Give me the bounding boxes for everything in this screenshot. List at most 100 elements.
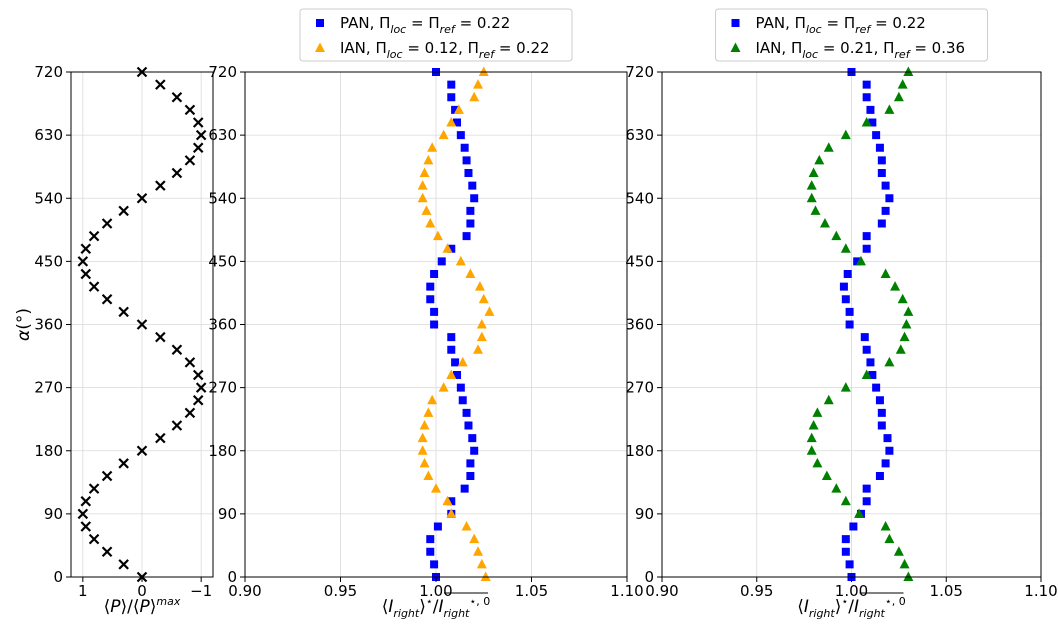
data-point-triangle [423,470,434,480]
x-tick-label: 0 [137,582,147,600]
data-point-triangle [427,394,438,405]
x-marker-stroke [192,369,204,381]
x-marker-stroke [136,192,148,204]
data-point-square [456,131,465,140]
data-point-triangle [421,205,432,215]
data-point-square [447,497,456,506]
x-marker-stroke [195,129,207,141]
y-tick-label: 450 [34,252,63,270]
y-tick-label: 90 [218,505,237,523]
y-tick-label: 180 [34,442,63,460]
data-point-triangle [453,104,464,114]
data-point-triangle [812,407,823,417]
data-point-square [447,244,456,253]
data-point-x-marker [80,268,92,280]
y-tick-label: 540 [625,189,654,207]
data-point-square [877,421,886,430]
y-tick-label: 270 [625,379,654,397]
data-point-x-marker [171,167,183,179]
data-point-x-marker [88,230,100,242]
data-point-square [460,484,469,493]
data-point-square [862,80,871,89]
data-point-x-marker [136,319,148,330]
data-point-square [860,333,869,342]
x-marker-stroke [184,155,196,166]
data-point-square [426,282,435,291]
data-point-square [466,219,475,228]
data-point-square [447,80,456,89]
data-point-triangle [806,445,817,455]
data-point-triangle [831,230,842,241]
x-marker-stroke [192,394,204,406]
y-tick-label: 180 [625,442,654,460]
data-point-triangle [890,281,901,291]
data-point-triangle [808,167,819,177]
data-point-triangle [880,521,891,531]
legend-entry-label: PAN, Πloc = Πref = 0.22 [340,14,510,36]
x-marker-stroke [101,293,113,305]
legend-entry-label: IAN, Πloc = 0.21, Πref = 0.36 [756,39,966,61]
data-point-triangle [476,558,487,569]
x-tick-label: 1.00 [835,582,868,600]
legend-entry-label: IAN, Πloc = 0.12, Πref = 0.22 [340,39,550,61]
data-point-triangle [806,180,817,190]
data-point-square [875,396,884,405]
x-tick-label: 1.05 [515,582,548,600]
y-tick-label: 630 [208,126,237,144]
data-point-square [862,93,871,102]
middle-panel: 0.90 0.95 1.00 1.05 1.10 0 90 180 270 360 450 540 63… [208,8,644,620]
data-point-square [841,547,850,556]
data-point-square [464,421,473,430]
data-point-square [839,282,848,291]
x-tick-label: 0.90 [645,582,678,600]
data-point-square [862,484,871,493]
x-marker-stroke [118,205,129,217]
data-point-x-marker [192,394,204,406]
data-point-square [453,118,462,127]
data-point-square [875,143,884,152]
x-marker-stroke [192,117,204,128]
x-marker-stroke [136,319,148,330]
x-tick-label: 1 [78,582,88,600]
data-point-square [881,459,890,468]
data-point-triangle [840,495,851,506]
y-tick-label: 720 [34,63,63,81]
data-point-square [885,194,894,203]
y-tick-label: 720 [625,63,654,81]
data-point-square [462,408,471,417]
legend-box [299,8,573,62]
data-point-x-marker [192,369,204,381]
data-point-x-marker [192,117,204,128]
data-point-triangle [417,432,428,443]
x-tick-label: 0.90 [228,582,261,600]
x-marker-stroke [192,142,204,154]
x-tick-label: 1.10 [610,582,643,600]
x-axis-label: ⟨Iright⟩⋆/Iright⋆, 0 [797,595,906,620]
data-point-square [470,446,479,455]
x-marker-stroke [77,508,89,520]
data-point-triangle [484,306,495,316]
x-tick-label: 1.00 [419,582,452,600]
data-point-triangle [442,495,453,506]
data-point-triangle [806,432,817,443]
x-marker-stroke [118,458,129,469]
data-point-square [470,194,479,203]
data-point-triangle [884,533,895,544]
data-point-triangle [476,331,487,342]
data-point-triangle [461,521,472,531]
x-marker-stroke [155,79,166,90]
data-point-triangle [901,319,912,329]
y-tick-label: 450 [625,252,654,270]
data-point-square [845,320,854,329]
data-point-triangle [473,79,484,89]
data-point-triangle [903,571,914,581]
data-point-triangle [893,546,904,556]
data-point-x-marker [184,155,196,166]
x-marker-stroke [184,407,196,419]
legend-box [715,8,988,62]
data-point-square [462,232,471,241]
data-point-triangle [823,142,834,152]
data-point-square [458,396,467,405]
data-point-x-marker [184,407,196,419]
data-point-triangle [431,483,441,493]
